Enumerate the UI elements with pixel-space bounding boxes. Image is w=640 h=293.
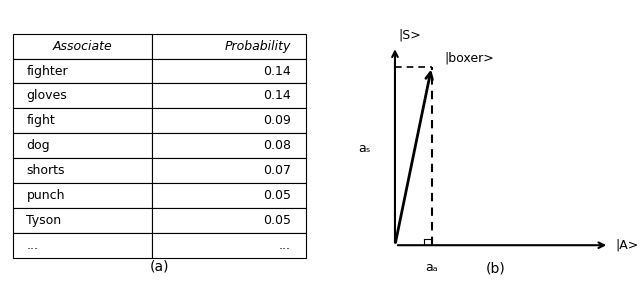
Text: aₐ: aₐ [426,260,438,273]
Text: aₛ: aₛ [358,142,371,155]
Text: |A>: |A> [615,239,639,252]
Text: |S>: |S> [398,28,420,41]
Text: (b): (b) [486,262,506,276]
Text: |boxer>: |boxer> [444,51,493,64]
Text: (a): (a) [150,259,169,273]
